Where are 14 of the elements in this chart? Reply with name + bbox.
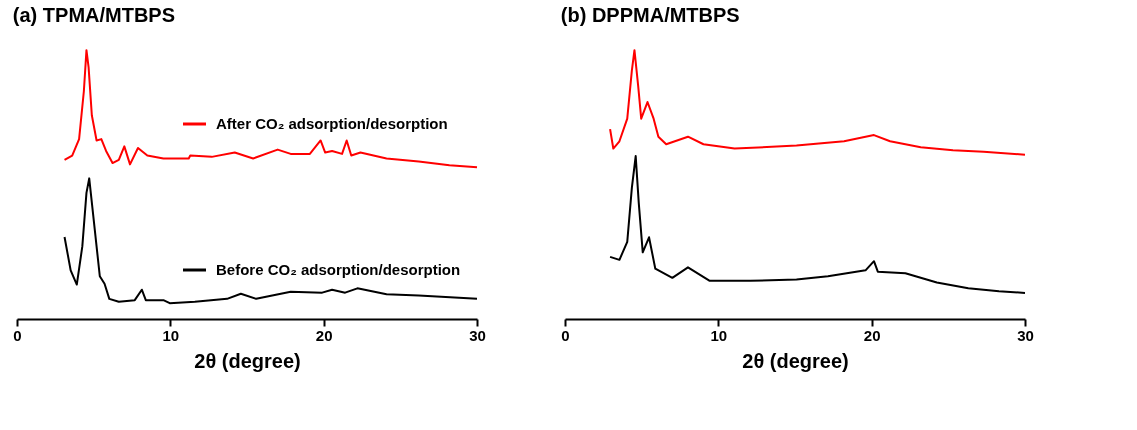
x-tick-label: 30: [469, 326, 486, 344]
chart-title: (a) TPMA/MTBPS: [12, 4, 176, 26]
x-tick-label: 20: [315, 326, 333, 344]
legend-label: After CO₂ adsorption/desorption: [216, 115, 448, 132]
x-axis-title: 2θ (degree): [194, 349, 301, 372]
x-tick-label: 0: [561, 326, 570, 344]
x-tick-label: 10: [162, 326, 180, 344]
x-tick-label: 30: [1017, 326, 1034, 344]
x-axis-title: 2θ (degree): [742, 349, 849, 372]
chart-title: (b) DPPMA/MTBPS: [560, 4, 740, 26]
x-tick-label: 20: [863, 326, 881, 344]
x-tick-label: 0: [13, 326, 22, 344]
x-tick-label: 10: [710, 326, 728, 344]
legend-label: Before CO₂ adsorption/desorption: [216, 261, 461, 278]
